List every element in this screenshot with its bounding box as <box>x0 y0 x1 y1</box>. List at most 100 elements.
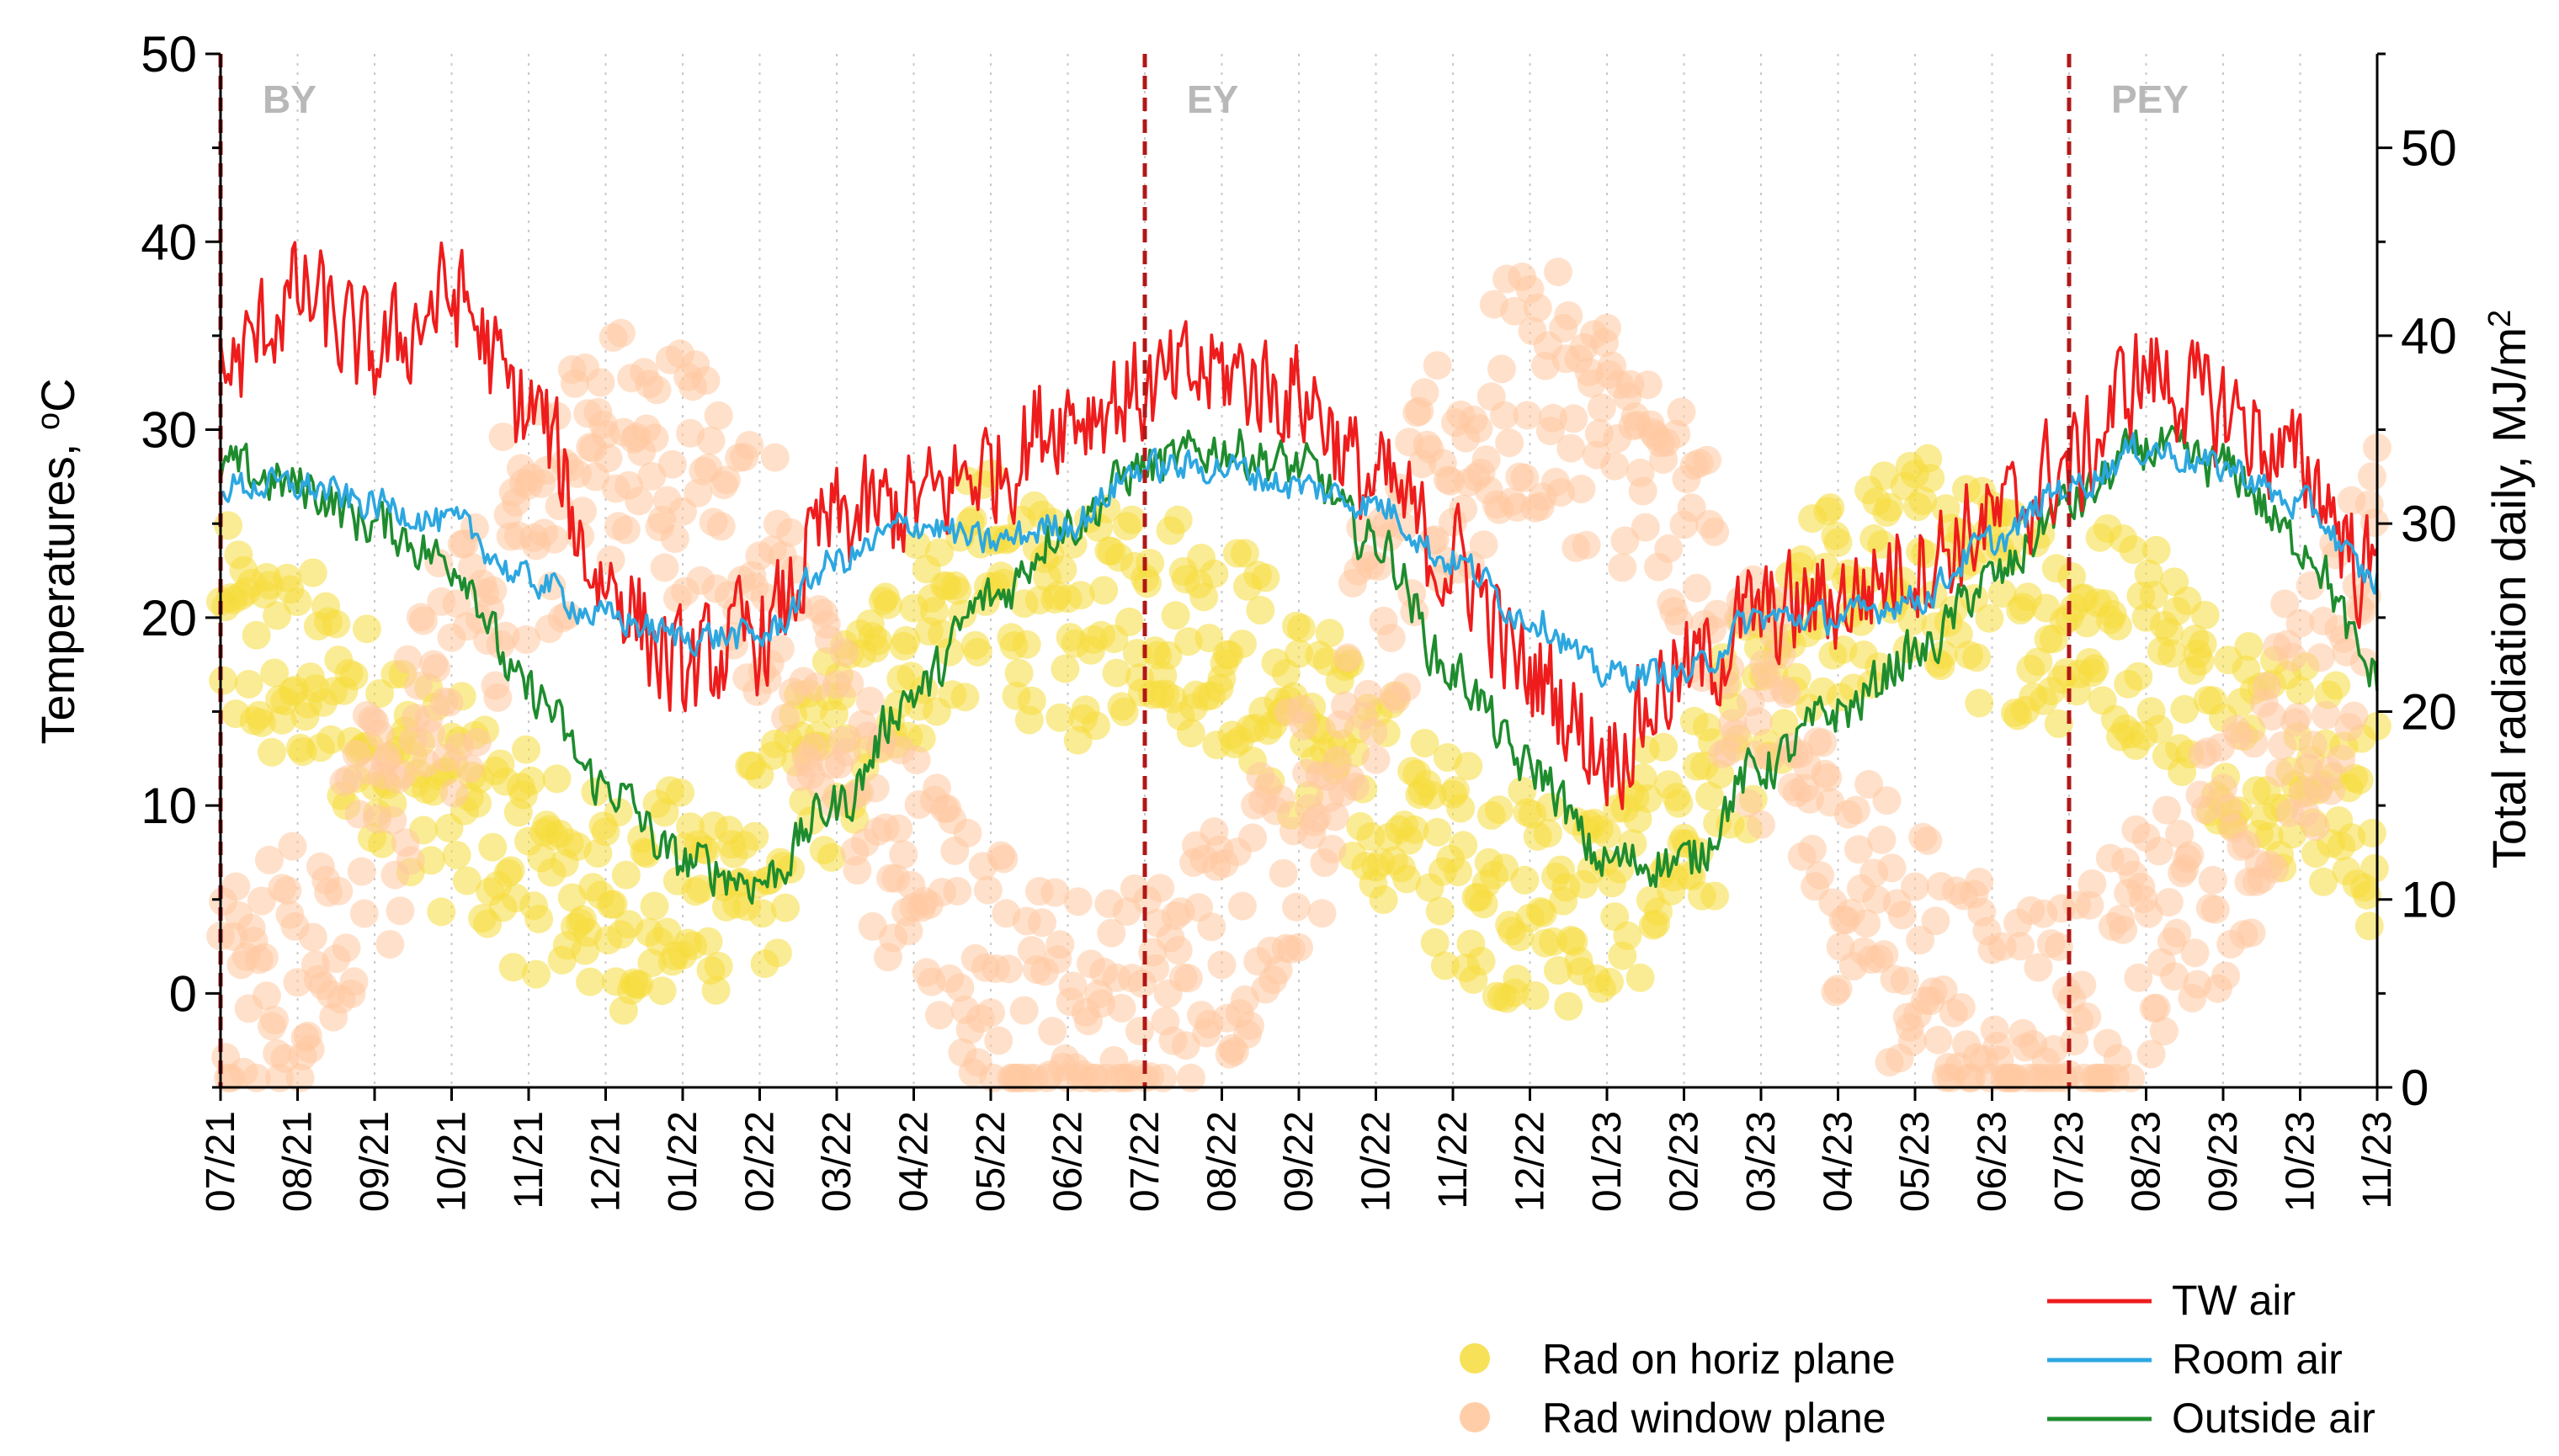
data-point <box>1633 370 1663 400</box>
data-point <box>1556 433 1586 463</box>
data-point <box>863 626 892 656</box>
legend-label-window: Rad window plane <box>1542 1395 1886 1442</box>
data-point <box>524 904 554 933</box>
data-point <box>1921 906 1950 936</box>
data-point <box>2352 880 2381 910</box>
data-point <box>1508 776 1537 805</box>
data-point <box>2163 918 2192 948</box>
data-point <box>1700 881 1730 911</box>
data-point <box>488 422 518 451</box>
data-point <box>1495 428 1524 458</box>
data-point <box>771 893 800 922</box>
data-point <box>1009 996 1039 1025</box>
data-point <box>1333 643 1362 672</box>
data-point <box>242 620 271 650</box>
data-point <box>704 951 733 980</box>
data-point <box>1238 823 1268 853</box>
data-point <box>747 899 777 928</box>
data-point <box>1290 711 1319 741</box>
data-point <box>258 737 286 767</box>
data-point <box>625 486 654 516</box>
data-point <box>1410 378 1439 407</box>
data-point <box>463 789 492 818</box>
data-point <box>455 753 484 783</box>
data-point <box>935 637 965 667</box>
data-point <box>943 576 972 605</box>
data-point <box>1163 936 1193 964</box>
data-point <box>1975 603 2004 633</box>
data-point <box>2141 535 2171 565</box>
x-tick-label: 11/23 <box>2355 1111 2400 1209</box>
data-point <box>1136 549 1165 577</box>
data-point <box>396 846 425 875</box>
data-point <box>1361 745 1391 774</box>
data-point <box>1946 993 1976 1022</box>
x-tick-label: 11/21 <box>507 1111 551 1209</box>
series-line-room-air <box>219 432 2379 693</box>
data-point <box>1595 967 1624 996</box>
data-point <box>1117 505 1146 534</box>
data-point <box>1058 971 1088 1001</box>
data-point <box>1808 728 1838 757</box>
data-point <box>1600 451 1630 481</box>
data-point <box>1987 579 2017 608</box>
data-point <box>919 597 949 626</box>
data-point <box>632 839 662 869</box>
data-point <box>765 634 795 663</box>
data-point <box>2103 611 2132 640</box>
data-point <box>2149 1017 2179 1046</box>
data-point <box>1664 607 1694 636</box>
data-point <box>1287 614 1316 643</box>
data-point <box>1227 630 1257 659</box>
x-tick-label: 07/23 <box>2047 1111 2092 1212</box>
data-point <box>1097 918 1126 948</box>
data-point <box>989 844 1019 874</box>
data-point <box>2285 676 2315 705</box>
data-point <box>1554 991 1583 1021</box>
data-point <box>2157 639 2186 668</box>
data-point <box>1004 658 1034 688</box>
data-point <box>963 637 992 667</box>
data-point <box>1743 707 1773 736</box>
data-point <box>1028 908 1056 938</box>
data-point <box>760 443 790 472</box>
data-point <box>2141 993 2171 1023</box>
data-point <box>512 624 540 654</box>
data-point <box>283 587 312 617</box>
data-point <box>247 886 276 916</box>
data-point <box>2200 895 2230 924</box>
data-point <box>860 773 890 803</box>
data-point <box>1628 476 1657 506</box>
data-point <box>776 518 806 547</box>
data-point <box>1282 892 1311 922</box>
x-tick-label: 09/21 <box>353 1111 397 1212</box>
data-point <box>950 683 980 712</box>
legend: Rad on horiz plane Rad window plane TW a… <box>1460 1277 2375 1442</box>
data-point <box>2354 911 2384 941</box>
y2-tick-label: 10 <box>2401 872 2457 928</box>
data-point <box>478 832 508 862</box>
x-tick-label: 12/22 <box>1508 1111 1553 1212</box>
x-tick-label: 05/22 <box>969 1111 1013 1212</box>
data-point <box>1510 463 1540 492</box>
y-tick-label: 20 <box>141 590 197 646</box>
y2-tick-label: 40 <box>2401 308 2457 364</box>
data-point <box>1464 414 1493 444</box>
data-point <box>1500 296 1530 326</box>
data-point <box>2306 643 2335 672</box>
data-point <box>242 1063 271 1092</box>
data-point <box>463 727 492 757</box>
data-point <box>1392 864 1422 894</box>
data-point <box>1066 581 1095 610</box>
y-tick-label: 10 <box>141 778 197 834</box>
data-point <box>2265 758 2295 788</box>
data-point <box>375 930 405 959</box>
data-point <box>902 530 931 560</box>
data-point <box>1503 964 1532 994</box>
data-point <box>2237 918 2266 948</box>
data-point <box>666 778 694 807</box>
data-point <box>2072 1002 2102 1032</box>
data-point <box>1846 607 1875 636</box>
data-point <box>2260 854 2289 884</box>
data-point <box>1916 464 1945 493</box>
